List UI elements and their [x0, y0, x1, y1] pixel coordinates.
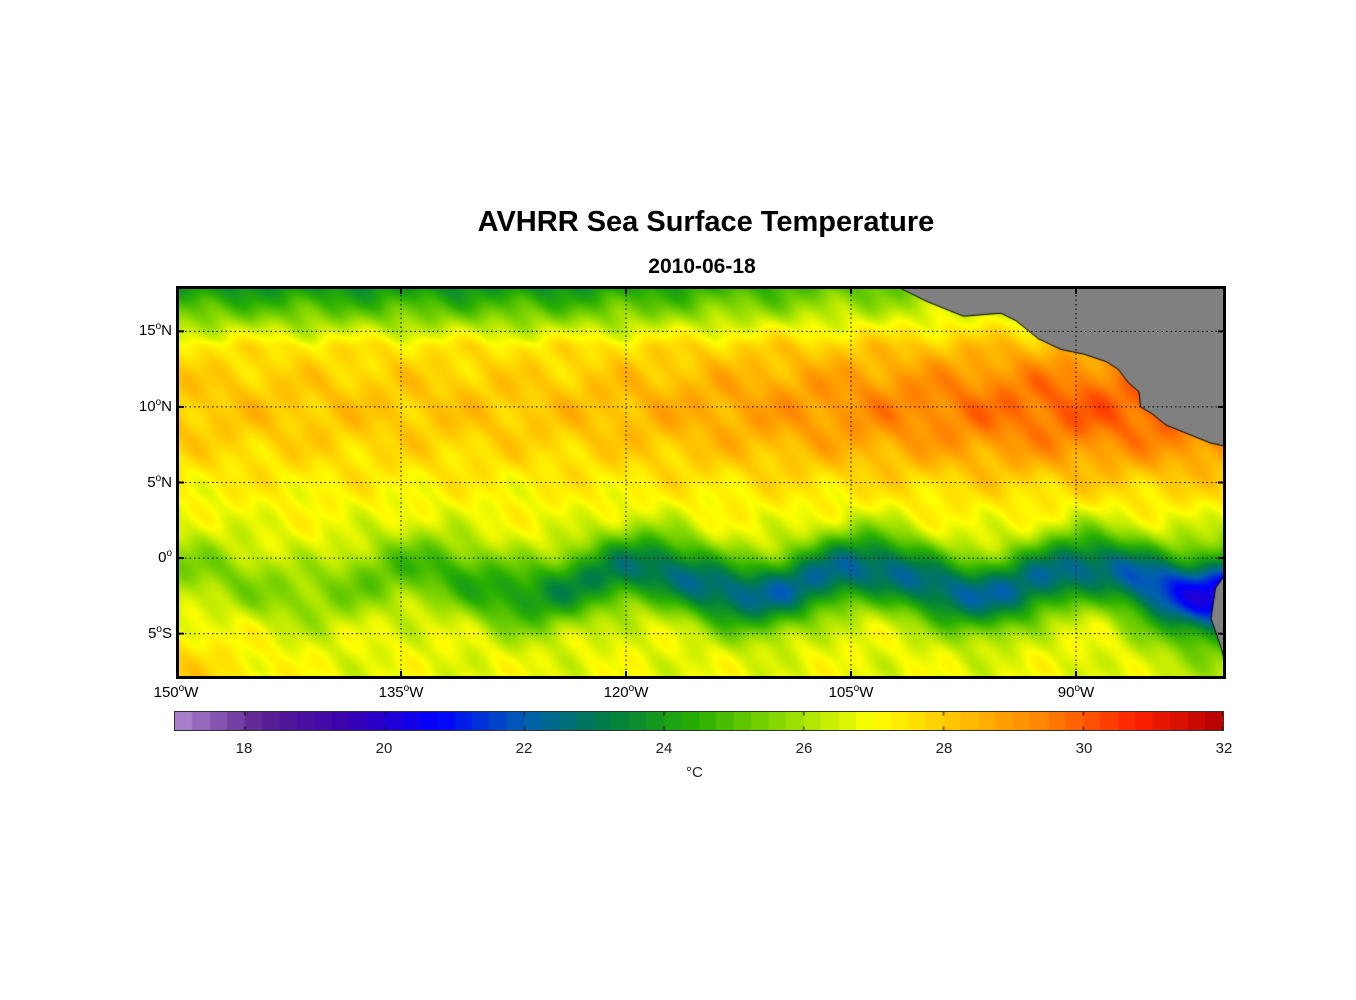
sst-heatmap	[176, 286, 1226, 679]
sst-map	[176, 286, 1226, 679]
colorbar	[174, 711, 1224, 731]
lon-tick-label: 135oW	[378, 683, 424, 701]
lon-tick-label: 150oW	[153, 683, 199, 701]
colorbar-tick-label: 24	[655, 740, 673, 757]
map-overlay	[176, 286, 1226, 679]
colorbar-tick-label: 28	[935, 740, 953, 757]
colorbar-tick-label: 22	[515, 740, 533, 757]
lat-tick-label: 0o	[158, 548, 172, 567]
lon-tick-label: 90oW	[1057, 683, 1095, 701]
colorbar-tick-label: 20	[375, 740, 393, 757]
colorbar-tick-label: 18	[235, 740, 253, 757]
colorbar-tick-label: 32	[1215, 740, 1233, 757]
lon-tick-label: 105oW	[828, 683, 874, 701]
lon-tick-label: 120oW	[603, 683, 649, 701]
lat-tick-label: 10oN	[138, 396, 172, 415]
lat-tick-label: 5oN	[147, 472, 172, 491]
lat-tick-label: 5oS	[148, 623, 172, 642]
colorbar-units: °C	[686, 764, 703, 781]
chart-title: AVHRR Sea Surface Temperature	[477, 206, 935, 238]
chart-subtitle: 2010-06-18	[648, 255, 756, 278]
colorbar-tick-label: 26	[795, 740, 813, 757]
map-frame	[176, 286, 1226, 679]
lat-tick-label: 15oN	[138, 321, 172, 340]
colorbar-tick-label: 30	[1075, 740, 1093, 757]
